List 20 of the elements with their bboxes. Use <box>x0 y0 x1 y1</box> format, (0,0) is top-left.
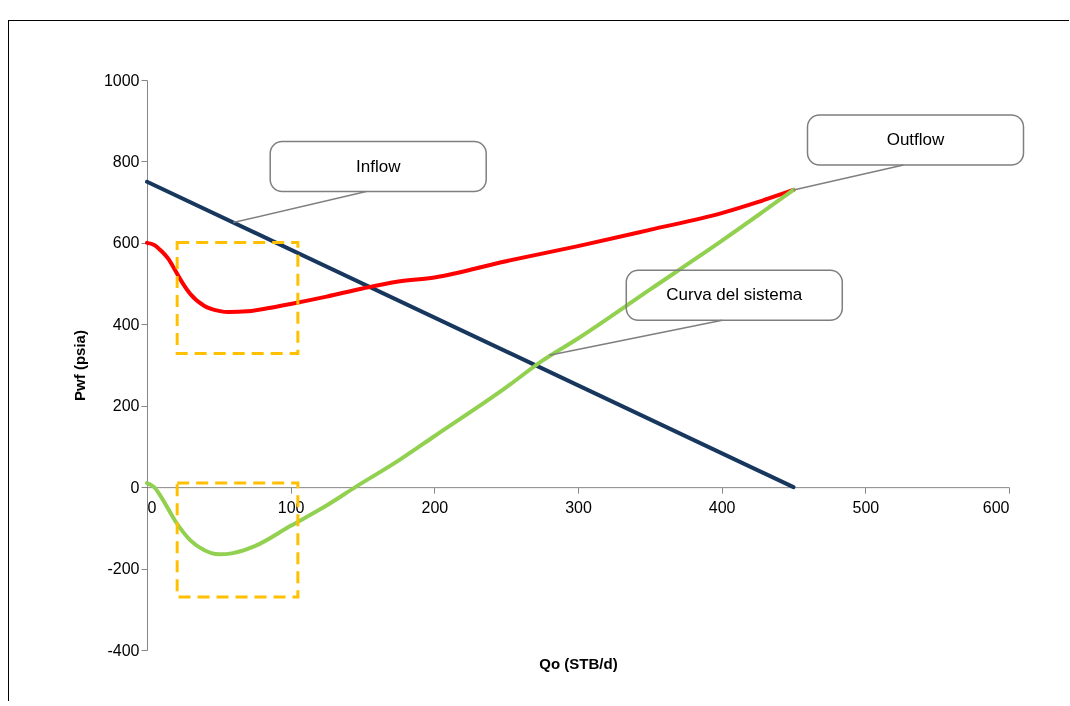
annotation: Curva del sistema <box>666 285 803 305</box>
y-tick-label: 200 <box>112 397 140 415</box>
x-tick-label: 400 <box>708 498 736 516</box>
x-tick-label: 200 <box>421 498 449 516</box>
y-tick-label: 400 <box>112 315 140 333</box>
y-tick-label: 800 <box>112 152 140 170</box>
x-tick-label: 0 <box>147 498 157 516</box>
callout-box: Curva del sistema <box>548 269 843 356</box>
x-tick-label: 600 <box>982 498 1010 516</box>
annotation: Outflow <box>886 129 946 149</box>
y-axis-title: Pwf (psia) <box>70 330 88 401</box>
y-tick-label: 0 <box>130 478 140 496</box>
x-axis-title: Qo (STB/d) <box>539 654 618 672</box>
y-tick-label: -400 <box>107 641 140 659</box>
x-tick-label: 300 <box>565 498 592 516</box>
annotation: Inflow <box>355 156 402 176</box>
x-tick-label: 500 <box>852 498 880 516</box>
y-tick-label: 600 <box>112 234 140 252</box>
y-tick-label: 1000 <box>103 71 140 89</box>
y-tick-label: -200 <box>107 560 140 578</box>
